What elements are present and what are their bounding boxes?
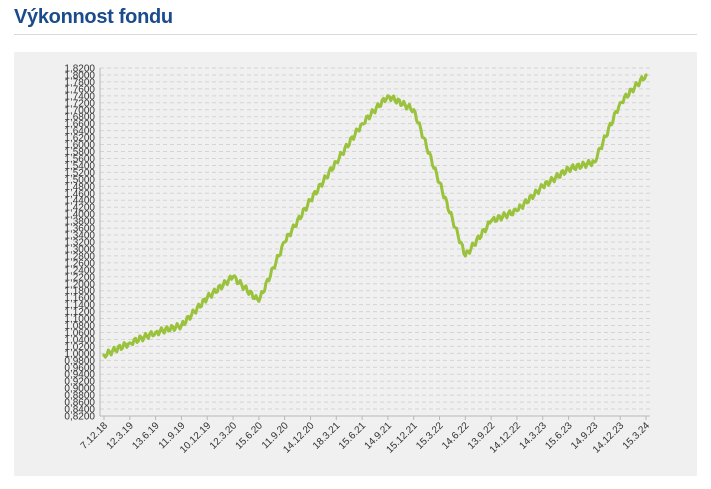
- y-tick-label: 1,6800: [64, 112, 95, 123]
- y-tick-label: 1,7200: [64, 98, 95, 109]
- y-tick-label: 1,1200: [64, 307, 95, 318]
- x-tick-label: 13.6.19: [130, 420, 162, 452]
- y-tick-label: 1,0600: [64, 328, 95, 339]
- y-tick-label: 1,4600: [64, 189, 95, 200]
- y-tick-label: 1,0000: [64, 349, 95, 360]
- y-tick-label: 0,9000: [64, 384, 95, 395]
- y-tick-labels: 1,82001,80001,78001,76001,74001,72001,70…: [64, 64, 95, 423]
- performance-line-chart: 1,82001,80001,78001,76001,74001,72001,70…: [64, 64, 653, 456]
- y-tick-label: 1,7800: [64, 77, 95, 88]
- y-tick-label: 1,2400: [64, 265, 95, 276]
- y-tick-label: 0,9200: [64, 377, 95, 388]
- y-tick-label: 1,4800: [64, 182, 95, 193]
- data-point: [128, 341, 132, 345]
- data-point: [566, 167, 571, 171]
- y-tick-label: 1,3000: [64, 244, 95, 255]
- y-tick-label: 1,2000: [64, 279, 95, 290]
- y-tick-label: 1,1800: [64, 286, 95, 297]
- y-tick-label: 1,5800: [64, 147, 95, 158]
- data-point: [283, 240, 287, 244]
- y-tick-label: 1,6600: [64, 119, 95, 130]
- data-point: [618, 101, 622, 105]
- data-point: [592, 160, 596, 164]
- data-point: [515, 209, 519, 213]
- data-point: [412, 108, 416, 112]
- y-tick-label: 1,4400: [64, 196, 95, 207]
- data-point: [541, 184, 545, 188]
- y-tick-label: 1,2800: [64, 251, 95, 262]
- data-point: [102, 353, 106, 357]
- y-tick-label: 1,1400: [64, 300, 95, 311]
- x-tick-label: 14.3.23: [518, 420, 550, 452]
- y-tick-label: 1,0800: [64, 321, 95, 332]
- x-tick-label: 15.3.24: [621, 420, 653, 452]
- y-tick-label: 0,8600: [64, 398, 95, 409]
- data-point: [154, 330, 158, 335]
- data-point: [334, 160, 338, 164]
- y-tick-label: 1,2200: [64, 272, 95, 283]
- data-point: [360, 122, 364, 126]
- x-tick-label: 12.3.20: [208, 420, 240, 452]
- y-tick-label: 1,7000: [64, 105, 95, 116]
- data-point: [179, 323, 184, 328]
- data-point: [231, 275, 235, 279]
- y-tick-label: 1,3800: [64, 217, 95, 228]
- series-line: [102, 73, 648, 359]
- y-tick-label: 1,1600: [64, 293, 95, 304]
- y-tick-label: 0,9400: [64, 370, 95, 381]
- y-tick-label: 1,7600: [64, 84, 95, 95]
- x-tick-label: 15.6.21: [337, 420, 369, 452]
- x-tick-label: 15.6.23: [543, 420, 575, 452]
- x-tick-labels: 7.12.1812.3.1913.6.1911.9.1910.12.1912.3…: [79, 420, 653, 456]
- y-tick-label: 1,1000: [64, 314, 95, 325]
- data-point: [644, 73, 648, 77]
- y-tick-label: 1,3600: [64, 224, 95, 235]
- x-tick-label: 7.12.18: [79, 420, 111, 452]
- page-title: Výkonnost fondu: [14, 6, 173, 28]
- x-tick-label: 15.3.22: [414, 420, 446, 452]
- y-tick-label: 0,9600: [64, 363, 95, 374]
- y-tick-label: 1,2600: [64, 258, 95, 269]
- x-tick-label: 14.6.22: [440, 420, 472, 452]
- y-tick-label: 1,5000: [64, 175, 95, 186]
- data-point: [386, 94, 390, 98]
- title-divider: [14, 34, 697, 35]
- y-tick-label: 1,6200: [64, 133, 95, 144]
- y-tick-label: 1,5400: [64, 161, 95, 172]
- data-point: [257, 299, 261, 303]
- x-tick-label: 15.6.20: [234, 420, 266, 452]
- data-point: [489, 219, 493, 223]
- grid-lines: [100, 67, 650, 417]
- series-layer: [102, 73, 648, 359]
- y-tick-label: 0,9800: [64, 356, 95, 367]
- y-tick-label: 1,6400: [64, 126, 95, 137]
- y-tick-label: 0,8200: [64, 412, 95, 423]
- y-tick-label: 1,4000: [64, 210, 95, 221]
- y-tick-label: 0,8800: [64, 391, 95, 402]
- y-tick-label: 1,8200: [64, 64, 95, 75]
- y-tick-label: 0,8400: [64, 405, 95, 416]
- data-point: [463, 254, 467, 258]
- chart-panel: 1,8200 1,8000 1,7800 1,7600 1,7400 1,7200 1,70…: [14, 52, 697, 476]
- y-tick-label: 1,0200: [64, 342, 95, 353]
- y-tick-label: 1,3200: [64, 238, 95, 249]
- y-tick-label: 1,4200: [64, 203, 95, 214]
- data-point: [437, 181, 442, 185]
- x-tick-label: 18.3.21: [311, 420, 343, 452]
- data-point: [205, 296, 209, 300]
- y-tick-label: 1,6000: [64, 140, 95, 151]
- y-tick-label: 1,5200: [64, 168, 95, 179]
- y-tick-label: 1,8000: [64, 70, 95, 81]
- y-tick-label: 1,0400: [64, 335, 95, 346]
- data-point: [308, 198, 313, 202]
- y-tick-label: 1,5600: [64, 154, 95, 165]
- y-tick-label: 1,3400: [64, 231, 95, 242]
- axes: [99, 68, 650, 420]
- x-tick-label: 12.3.19: [105, 420, 137, 452]
- y-tick-label: 1,7400: [64, 91, 95, 102]
